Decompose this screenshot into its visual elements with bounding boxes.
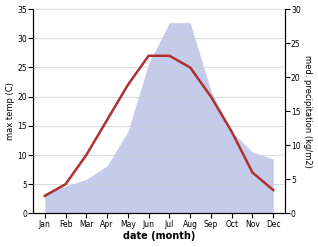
Y-axis label: med. precipitation (kg/m2): med. precipitation (kg/m2) [303,55,313,168]
X-axis label: date (month): date (month) [123,231,195,242]
Y-axis label: max temp (C): max temp (C) [5,82,15,140]
